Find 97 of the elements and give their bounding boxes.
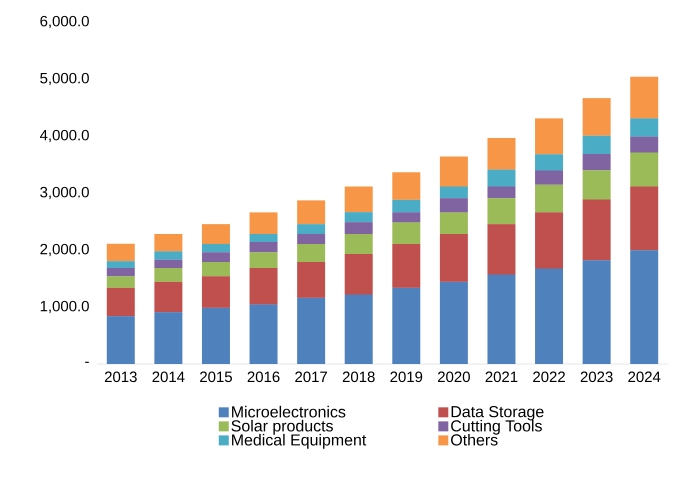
bar (582, 200, 611, 260)
bar (630, 118, 658, 137)
bar (582, 154, 611, 170)
x-tick-label: 2016 (248, 372, 280, 382)
bar (535, 268, 564, 364)
bar (630, 152, 658, 186)
x-tick-label: 2024 (628, 372, 660, 382)
bar (154, 312, 182, 364)
bar (202, 224, 230, 244)
x-tick-label: 2023 (580, 372, 613, 382)
bar (630, 76, 658, 118)
bar (582, 98, 611, 136)
x-tick-label: 2022 (533, 372, 565, 382)
y-tick-label: 1,000.0 (40, 300, 89, 314)
bar (487, 198, 516, 224)
bar (392, 288, 420, 364)
bar (250, 304, 278, 364)
bar (582, 170, 611, 200)
bar (297, 224, 326, 234)
bar (487, 274, 516, 364)
bar (392, 212, 420, 222)
bar (344, 234, 373, 254)
x-tick-label: 2021 (486, 372, 518, 382)
y-tick-label: 4,000.0 (40, 130, 89, 142)
bar (487, 224, 516, 275)
bar (106, 268, 135, 276)
bar (630, 250, 658, 364)
bar (535, 184, 564, 212)
bar (250, 252, 278, 268)
bar (392, 222, 420, 244)
bar (106, 316, 135, 364)
y-tick-label: 3,000.0 (40, 186, 89, 200)
bar (535, 212, 564, 269)
bar (202, 244, 230, 252)
bar (440, 282, 468, 364)
x-tick-label: 2013 (104, 372, 137, 382)
legend-label: Solar products (231, 420, 333, 435)
bar (250, 268, 278, 304)
y-tick-label: 6,000.0 (40, 16, 89, 28)
x-tick-label: 2019 (390, 372, 422, 382)
bar (440, 212, 468, 234)
legend-label: Data Storage (452, 406, 544, 420)
bar (344, 222, 373, 234)
bar (202, 252, 230, 262)
bar (106, 244, 135, 262)
x-tick-label: 2014 (152, 372, 185, 382)
bar (535, 170, 564, 185)
bar (106, 276, 135, 288)
bar (487, 170, 516, 186)
bar (202, 262, 230, 276)
bar (297, 298, 326, 364)
bar (440, 156, 468, 186)
x-tick-label: 2018 (342, 372, 375, 382)
bar (106, 261, 135, 268)
bar (440, 186, 468, 198)
bar (154, 234, 182, 252)
bar (250, 242, 278, 252)
bar (344, 294, 373, 364)
y-tick-label: - (85, 362, 89, 363)
x-tick-label: 2015 (200, 372, 232, 382)
bar (392, 200, 420, 212)
bar (106, 288, 135, 316)
bar (344, 212, 373, 222)
x-tick-label: 2017 (295, 372, 327, 382)
bar (297, 262, 326, 298)
bar (582, 136, 611, 154)
y-tick-label: 2,000.0 (40, 244, 89, 256)
bar (392, 244, 420, 288)
bar (154, 260, 182, 268)
x-tick-label: 2020 (438, 372, 470, 382)
bar (630, 186, 658, 250)
bar (344, 254, 373, 294)
bar (297, 234, 326, 244)
bar (392, 172, 420, 200)
bar (202, 308, 230, 364)
legend-label: Others (451, 434, 498, 446)
bar (154, 251, 182, 260)
bar (440, 234, 468, 282)
bar (630, 136, 658, 153)
y-tick-label: 5,000.0 (40, 72, 89, 86)
bar (297, 244, 326, 262)
bar (535, 118, 564, 154)
legend-label: Microelectronics (232, 406, 346, 418)
bar (440, 198, 468, 212)
bar (202, 276, 230, 308)
bar (154, 268, 182, 282)
bar (250, 212, 278, 234)
bar (487, 186, 516, 198)
bar (250, 234, 278, 242)
bar (297, 200, 326, 224)
bar (535, 154, 564, 170)
bar (344, 186, 373, 212)
bar (154, 282, 182, 312)
legend-label: Medical Equipment (232, 434, 366, 449)
bar (582, 260, 611, 364)
legend-label: Cutting Tools (451, 420, 542, 435)
bar (487, 138, 516, 170)
